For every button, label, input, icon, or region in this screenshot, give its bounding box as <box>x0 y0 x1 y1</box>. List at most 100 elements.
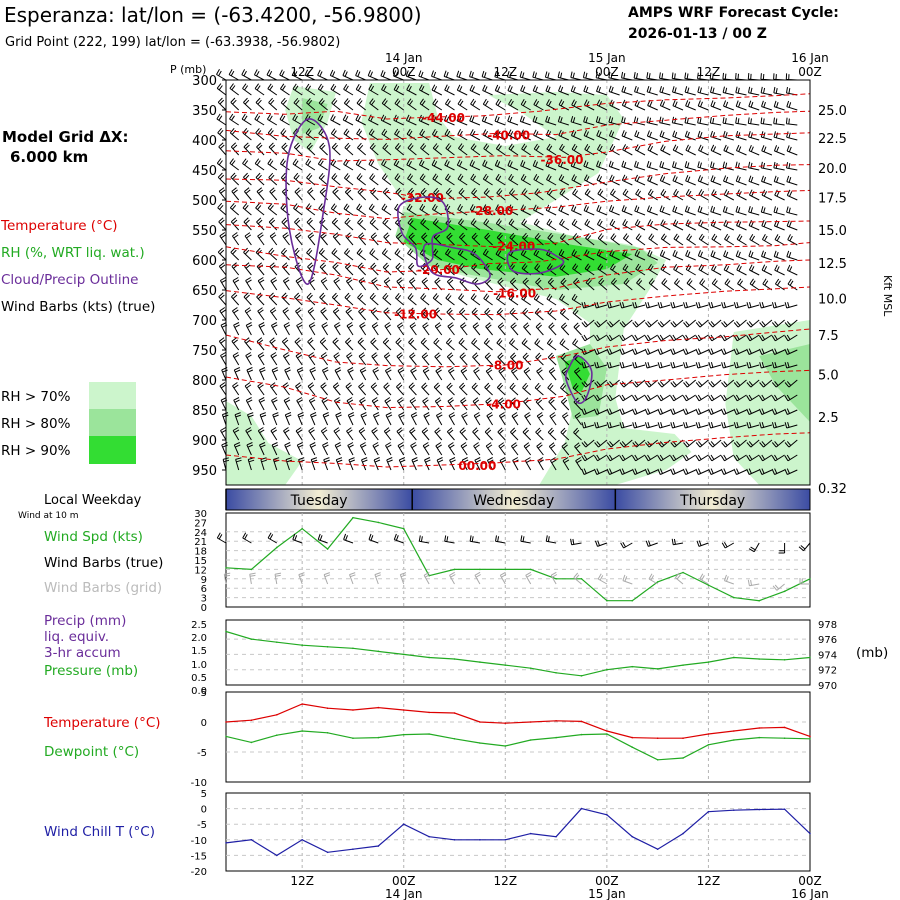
main-wind-barb <box>228 69 239 81</box>
pressure-line-point <box>809 656 811 659</box>
main-wind-barb <box>684 86 696 96</box>
main-wind-barb <box>708 379 722 388</box>
main-wind-barb <box>786 220 798 231</box>
pressure-tick: 350 <box>192 104 217 119</box>
main-wind-barb <box>533 174 544 186</box>
main-wind-barb <box>270 427 278 441</box>
main-wind-barb <box>431 84 443 96</box>
main-wind-barb <box>646 160 658 171</box>
main-wind-barb <box>434 397 443 411</box>
main-wind-barb <box>736 219 747 231</box>
main-wind-barb <box>760 73 772 81</box>
height-tick-labels: 25.0 22.5 20.0 17.5 15.0 12.5 10.0 7.5 5.0 2.5 0.3… <box>818 104 847 497</box>
legend-rh70-label: RH > 70% <box>1 389 71 405</box>
main-wind-barb <box>266 69 278 81</box>
main-wind-barb <box>372 442 379 456</box>
main-wind-barb <box>570 115 582 126</box>
main-wind-barb <box>533 218 544 231</box>
main-wind-barb <box>672 86 684 96</box>
main-wind-barb <box>685 189 696 201</box>
main-wind-barb <box>483 218 493 231</box>
top-time-tick: 00Z <box>798 65 822 79</box>
main-wind-barb <box>596 218 608 231</box>
main-wind-barb <box>683 319 697 328</box>
main-wind-barb <box>495 293 506 306</box>
dewpoint-line-point <box>428 733 430 735</box>
pressure-y-tick: 970 <box>818 681 837 692</box>
surface-wind-barb-true <box>696 540 709 547</box>
main-wind-barb <box>342 114 354 126</box>
main-wind-barb <box>784 394 798 402</box>
main-wind-barb <box>749 233 760 246</box>
wind-chill-line-point <box>504 839 507 841</box>
cycle-label: AMPS WRF Forecast Cycle: <box>628 5 839 21</box>
main-wind-barb <box>231 187 240 201</box>
main-wind-barb <box>720 454 735 462</box>
main-wind-barb <box>771 422 785 429</box>
main-wind-barb <box>257 352 265 366</box>
main-wind-barb <box>371 352 379 366</box>
main-wind-barb <box>609 249 620 261</box>
main-wind-barb <box>383 277 392 291</box>
main-wind-barb <box>520 85 531 96</box>
main-wind-barb <box>281 217 290 231</box>
main-wind-barb <box>386 457 393 471</box>
main-wind-barb <box>733 302 747 309</box>
local-weekday-label: Local Weekday <box>44 493 142 508</box>
panel-y-tick: 12 <box>194 565 207 576</box>
main-wind-barb <box>460 322 468 336</box>
wind-chill-line-point <box>555 835 557 838</box>
main-wind-barb <box>295 382 303 396</box>
main-wind-barb <box>773 250 785 261</box>
main-wind-barb <box>571 143 582 156</box>
main-wind-barb <box>632 319 646 328</box>
main-wind-barb <box>496 232 506 246</box>
main-wind-barb <box>267 83 278 96</box>
dewpoint-line-point <box>326 732 329 734</box>
main-wind-barb <box>486 457 494 471</box>
main-wind-barb <box>735 175 747 186</box>
main-wind-barb <box>408 232 417 246</box>
main-wind-barb <box>305 83 316 96</box>
main-wind-barb <box>447 322 455 336</box>
main-wind-barb <box>317 158 328 171</box>
main-wind-barb <box>546 293 557 306</box>
wind-chill-line-point <box>758 808 761 811</box>
main-wind-barb <box>469 129 481 141</box>
wind-chill-line-point <box>352 848 354 850</box>
main-wind-barb <box>634 219 646 231</box>
main-wind-barb <box>295 307 303 321</box>
main-wind-barb <box>246 367 254 381</box>
main-wind-barb <box>733 394 747 402</box>
main-wind-barb <box>597 233 608 246</box>
main-wind-barb <box>748 145 760 156</box>
main-wind-barb <box>771 408 785 415</box>
main-wind-barb <box>571 204 582 216</box>
main-wind-barb <box>229 158 239 171</box>
main-wind-barb <box>583 204 595 216</box>
day-bar-segment <box>615 489 810 510</box>
main-wind-barb <box>254 113 265 126</box>
temperature-line-point <box>656 737 659 739</box>
main-wind-barb <box>495 218 506 231</box>
main-wind-barb <box>533 143 544 156</box>
main-wind-barb <box>571 99 582 111</box>
main-wind-barb <box>621 205 633 216</box>
dewpoint-line-point <box>250 741 253 744</box>
main-wind-barb <box>596 130 608 141</box>
main-wind-barb <box>382 292 392 306</box>
main-wind-barb <box>520 99 531 111</box>
main-wind-barb <box>345 337 354 351</box>
main-wind-barb <box>421 427 430 441</box>
surface-wind-barb-grid <box>573 572 582 585</box>
main-wind-barb <box>684 161 696 171</box>
main-wind-barb <box>330 158 341 171</box>
main-wind-barb <box>474 457 481 471</box>
main-wind-barb <box>344 142 354 156</box>
main-wind-barb <box>597 188 608 201</box>
temperature-contour-label: -4.00 <box>486 397 521 411</box>
top-time-tick: 12Z <box>697 65 721 79</box>
main-wind-barb <box>746 319 760 328</box>
main-wind-barb <box>472 427 481 441</box>
main-wind-barb <box>470 143 481 156</box>
